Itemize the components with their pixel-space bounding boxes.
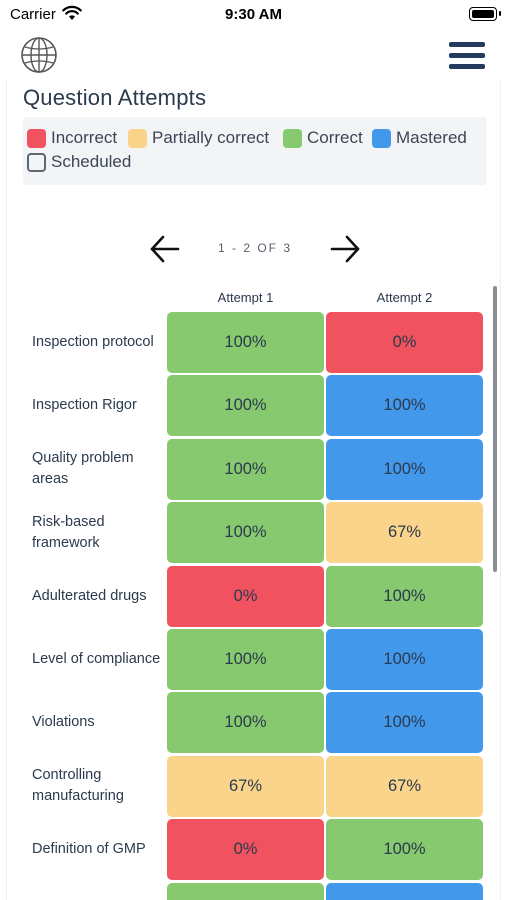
row-label: Controlling manufacturing <box>32 767 124 805</box>
attempt-cell[interactable] <box>167 882 324 900</box>
battery-icon <box>469 7 501 21</box>
legend-item-mastered: Mastered <box>372 128 467 148</box>
legend-item-incorrect: Incorrect <box>27 128 117 148</box>
row-label: Violations <box>32 714 95 731</box>
attempt-cell[interactable]: 100% <box>326 692 483 754</box>
legend-item-partial: Partially correct <box>128 128 269 148</box>
attempt-cell[interactable]: 0% <box>326 312 483 373</box>
hamburger-menu-icon[interactable] <box>449 42 485 70</box>
arrow-left-icon[interactable] <box>149 234 181 264</box>
attempt-cell[interactable]: 100% <box>167 502 324 564</box>
scheduled-swatch <box>27 152 46 172</box>
app-header <box>0 32 507 76</box>
column-header-attempt-1: Attempt 1 <box>217 290 274 305</box>
attempt-cell[interactable]: 67% <box>326 502 483 564</box>
carrier-label: Carrier <box>10 6 56 23</box>
mastered-swatch <box>372 128 391 148</box>
attempt-cell[interactable]: 100% <box>326 565 483 627</box>
attempt-cell[interactable]: 0% <box>167 819 324 881</box>
attempt-cell[interactable]: 100% <box>167 692 324 754</box>
attempt-cell[interactable]: 100% <box>326 629 483 690</box>
row-label: Risk-based framework <box>32 513 105 551</box>
row-label: Quality problem areas <box>32 450 134 488</box>
attempt-cell[interactable] <box>326 882 483 900</box>
legend-item-scheduled: Scheduled <box>27 152 131 172</box>
row-label <box>32 883 167 900</box>
row-label: Adulterated drugs <box>32 587 147 604</box>
wifi-icon <box>62 5 82 20</box>
status-bar: Carrier 9:30 AM <box>0 0 507 28</box>
attempt-cell[interactable]: 67% <box>326 755 483 817</box>
row-label: Inspection protocol <box>32 334 154 350</box>
question-attempts-panel: Question Attempts Incorrect Partially co… <box>6 80 501 900</box>
attempt-cell[interactable]: 100% <box>326 438 483 500</box>
globe-icon[interactable] <box>20 36 58 74</box>
legend-item-correct: Correct <box>283 128 363 148</box>
clock: 9:30 AM <box>225 6 282 23</box>
legend-label: Partially correct <box>152 128 270 147</box>
row-label: Definition of GMP <box>32 841 146 858</box>
attempt-cell[interactable]: 0% <box>167 565 324 627</box>
row-label: Level of compliance <box>32 651 161 667</box>
attempt-cell[interactable]: 100% <box>326 819 483 881</box>
attempt-cell[interactable]: 100% <box>326 375 483 437</box>
row-label: Inspection Rigor <box>32 397 137 414</box>
legend-label: Mastered <box>396 128 467 147</box>
partial-swatch <box>128 128 147 148</box>
column-header-attempt-2: Attempt 2 <box>376 290 433 305</box>
legend-label: Correct <box>307 128 363 147</box>
attempt-cell[interactable]: 100% <box>167 375 324 437</box>
page-indicator: 1 - 2 OF 3 <box>217 241 293 255</box>
correct-swatch <box>283 128 302 148</box>
legend: Incorrect Partially correct Correct Mast… <box>23 117 487 185</box>
attempt-cell[interactable]: 100% <box>167 312 324 373</box>
page-title: Question Attempts <box>23 85 207 110</box>
pagination: 1 - 2 OF 3 <box>7 232 502 266</box>
scrollbar[interactable] <box>493 286 497 572</box>
attempt-cell[interactable]: 100% <box>167 438 324 500</box>
arrow-right-icon[interactable] <box>329 234 361 264</box>
legend-label: Incorrect <box>51 128 118 147</box>
attempt-cell[interactable]: 100% <box>167 629 324 690</box>
attempt-cell[interactable]: 67% <box>167 755 324 817</box>
incorrect-swatch <box>27 128 46 148</box>
legend-label: Scheduled <box>51 152 132 171</box>
